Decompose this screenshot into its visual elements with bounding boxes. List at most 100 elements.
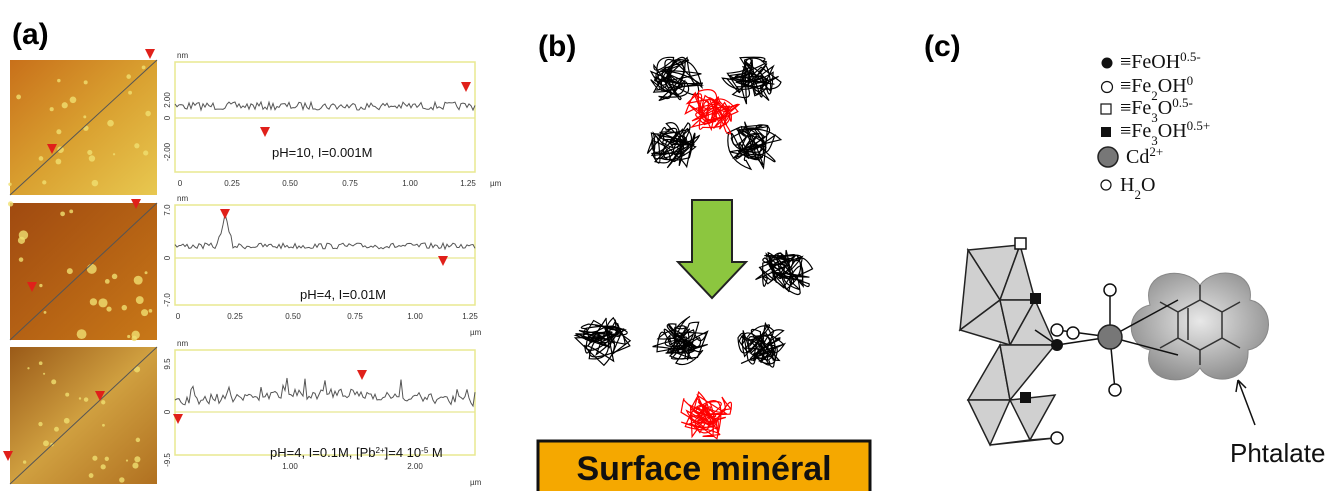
octahedron-face bbox=[966, 399, 1012, 447]
text-part: 0.5+ bbox=[1187, 118, 1211, 133]
afm-grain bbox=[148, 308, 153, 313]
y-tick-label: -7.0 bbox=[163, 293, 172, 307]
afm-grain bbox=[132, 462, 139, 469]
afm-grain bbox=[107, 119, 114, 127]
afm-grain bbox=[83, 80, 88, 85]
legend-entry: ≡Fe2OH0 bbox=[1120, 73, 1193, 103]
feoh-site bbox=[1051, 339, 1063, 351]
text-part: 0.5- bbox=[1180, 49, 1201, 64]
legend-entry: ≡Fe3OH0.5+ bbox=[1120, 118, 1210, 148]
y-tick-label: 0 bbox=[163, 255, 172, 260]
afm-grain bbox=[69, 96, 77, 104]
polymer-coil bbox=[659, 59, 704, 101]
afm-grain bbox=[69, 209, 74, 214]
afm-grain bbox=[144, 271, 148, 275]
octahedron-face bbox=[989, 437, 1056, 446]
arrow bbox=[675, 199, 749, 300]
polymer-coil bbox=[656, 321, 700, 361]
x-tick-label: 0.25 bbox=[224, 179, 240, 188]
text-part: 2+ bbox=[376, 446, 385, 455]
water bbox=[1050, 323, 1064, 337]
afm-grain bbox=[88, 473, 94, 478]
cloud bbox=[1130, 272, 1269, 381]
text-part: ≡Fe bbox=[1120, 120, 1151, 142]
legend-marker bbox=[1101, 127, 1111, 137]
marker-triangle bbox=[131, 199, 141, 209]
afm-grain bbox=[61, 102, 68, 109]
annotation-arrow bbox=[1235, 379, 1256, 426]
profile-frame bbox=[174, 349, 476, 456]
afm-grain bbox=[8, 182, 12, 187]
polymer-coil bbox=[726, 65, 768, 99]
afm-grain bbox=[43, 372, 46, 375]
afm-grain bbox=[111, 273, 118, 280]
text-part: M bbox=[428, 445, 442, 460]
x-tick-label: 1.25 bbox=[462, 312, 478, 321]
afm-grain bbox=[141, 309, 149, 317]
marker-triangle bbox=[145, 49, 155, 59]
legend-entry: Cd2+ bbox=[1126, 144, 1163, 169]
afm-grain bbox=[18, 230, 29, 240]
polymer-coil bbox=[689, 396, 733, 440]
marker-triangle bbox=[173, 414, 183, 424]
marker-triangle bbox=[47, 144, 57, 154]
afm-grain bbox=[76, 329, 87, 340]
y-tick-label: 0 bbox=[163, 115, 172, 120]
polymer-coil bbox=[578, 325, 628, 349]
afm-grain bbox=[92, 455, 98, 461]
text-part: ]=4 10 bbox=[385, 445, 422, 460]
afm-grain bbox=[91, 179, 99, 187]
x-unit: µm bbox=[470, 478, 482, 487]
x-tick-label: 0 bbox=[176, 312, 181, 321]
afm-grain bbox=[89, 298, 98, 306]
water bbox=[1108, 383, 1122, 397]
afm-scan-line bbox=[9, 202, 158, 341]
afm-grain bbox=[42, 180, 47, 185]
afm-grain bbox=[106, 306, 112, 312]
polymer-coil bbox=[580, 318, 627, 344]
polymer-coil bbox=[653, 58, 703, 100]
afm-grain bbox=[43, 310, 47, 314]
legend-entry: H2O bbox=[1120, 174, 1155, 202]
y-tick-label: -2.00 bbox=[163, 142, 172, 161]
afm-grain bbox=[98, 298, 108, 308]
polymer-coil bbox=[584, 322, 631, 358]
polymer-coil bbox=[731, 125, 767, 166]
x-tick-label: 1.25 bbox=[460, 179, 476, 188]
polymer-coil bbox=[740, 335, 787, 366]
legend-entry: ≡FeOH0.5- bbox=[1120, 49, 1201, 74]
octahedron-face bbox=[999, 344, 1057, 402]
x-unit: µm bbox=[490, 179, 502, 188]
text-part: O bbox=[1158, 97, 1172, 119]
polymer-coil bbox=[659, 122, 693, 169]
afm-grain bbox=[49, 107, 54, 112]
polymer-coil bbox=[721, 64, 779, 101]
afm-grain bbox=[57, 146, 64, 154]
water bbox=[1103, 283, 1117, 297]
polymer-coil bbox=[649, 56, 684, 91]
afm-grain bbox=[43, 440, 49, 447]
polymer-coil bbox=[747, 336, 781, 368]
x-tick-label: 0 bbox=[178, 179, 183, 188]
profile-line bbox=[174, 377, 476, 408]
marker-triangle bbox=[95, 391, 105, 401]
ring bbox=[1159, 285, 1241, 365]
x-tick-label: 2.00 bbox=[407, 462, 423, 471]
afm-grain bbox=[143, 150, 149, 156]
afm-grain bbox=[86, 263, 97, 274]
marker-triangle bbox=[260, 127, 270, 137]
afm-grain bbox=[87, 149, 93, 155]
profile-frame bbox=[174, 204, 476, 306]
afm-grain bbox=[100, 464, 106, 470]
octahedron-face bbox=[1008, 394, 1057, 442]
afm-grain bbox=[83, 115, 87, 119]
water bbox=[1050, 431, 1064, 445]
afm-grain bbox=[101, 400, 106, 405]
legend-marker bbox=[1100, 80, 1114, 94]
afm-grain bbox=[131, 335, 137, 342]
legend-marker bbox=[1097, 146, 1119, 168]
afm-grain bbox=[55, 158, 62, 165]
panel-label: (a) bbox=[12, 18, 49, 51]
y-tick-label: 2.00 bbox=[163, 92, 172, 108]
fe3o-site bbox=[1014, 237, 1027, 250]
